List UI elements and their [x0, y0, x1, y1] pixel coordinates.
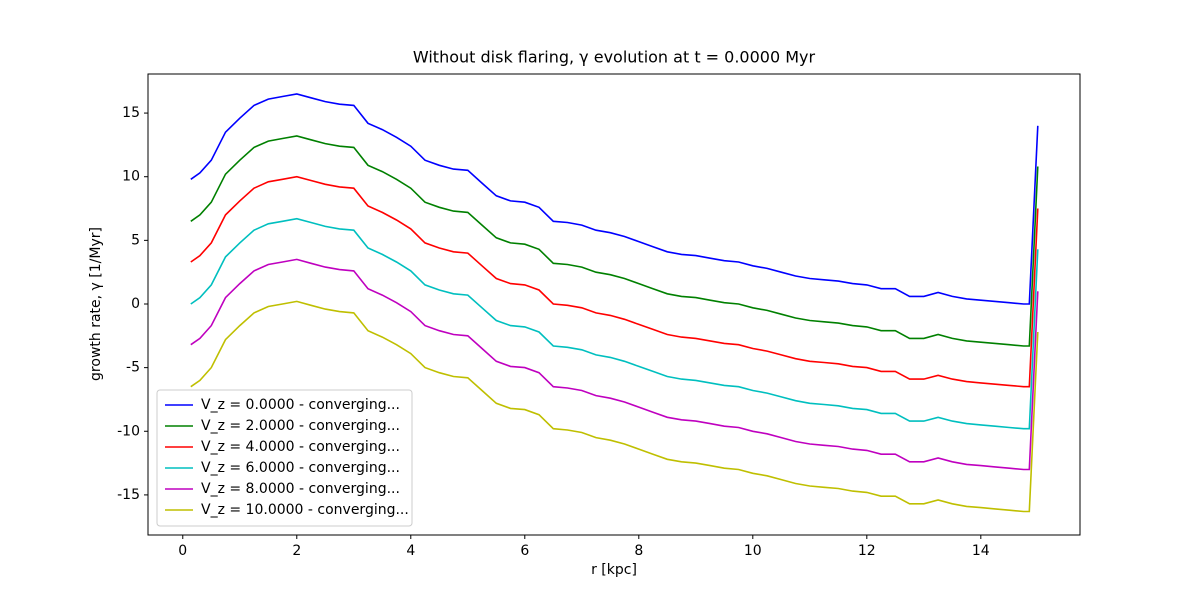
series-line: [190, 135, 1039, 347]
series-line: [190, 217, 1039, 430]
x-tick-label: 14: [972, 543, 990, 559]
legend-label: V_z = 10.0000 - converging...: [201, 502, 409, 518]
y-tick-label: -15: [117, 487, 140, 503]
x-tick-label: 2: [292, 543, 301, 559]
legend-label: V_z = 2.0000 - converging...: [201, 418, 400, 434]
y-tick-label: 15: [122, 105, 140, 121]
legend-frame: [156, 389, 413, 527]
legend-label: V_z = 8.0000 - converging...: [201, 481, 400, 497]
y-tick-label: 5: [131, 232, 140, 248]
y-tick-label: 10: [122, 169, 140, 185]
series-line: [190, 175, 1039, 388]
x-axis-label: r [kpc]: [591, 562, 637, 578]
series-line: [190, 93, 1039, 305]
y-tick-label: -5: [126, 360, 140, 376]
x-tick-label: 0: [178, 543, 187, 559]
x-tick-label: 4: [406, 543, 415, 559]
legend-label: V_z = 0.0000 - converging...: [201, 397, 400, 413]
series-line: [190, 300, 1039, 513]
plot-frame: [147, 73, 1081, 536]
y-axis-label: growth rate, γ [1/Myr]: [88, 227, 104, 381]
x-tick-label: 6: [520, 543, 529, 559]
legend-label: V_z = 4.0000 - converging...: [201, 439, 400, 455]
chart-title: Without disk flaring, γ evolution at t =…: [413, 48, 816, 67]
x-tick-label: 10: [744, 543, 762, 559]
x-tick-label: 8: [634, 543, 643, 559]
y-tick-label: -10: [117, 423, 140, 439]
x-tick-label: 12: [858, 543, 876, 559]
series-line: [190, 258, 1039, 471]
legend-label: V_z = 6.0000 - converging...: [201, 460, 400, 476]
y-tick-label: 0: [131, 296, 140, 312]
